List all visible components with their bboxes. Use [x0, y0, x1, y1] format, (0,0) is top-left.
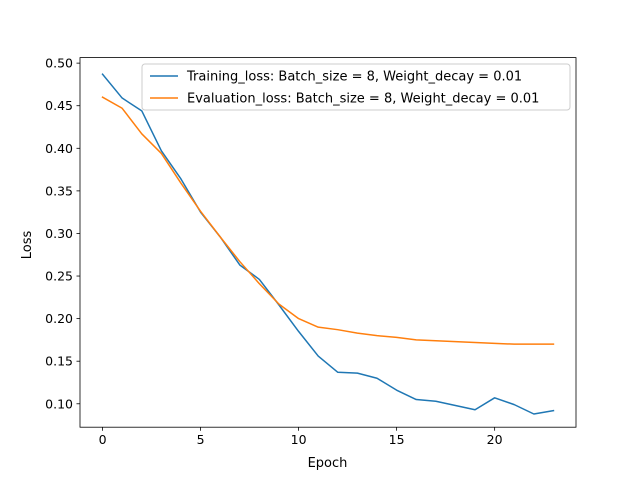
legend-label-1: Training_loss: Batch_size = 8, Weight_de… — [186, 70, 522, 85]
axes: 0 5 10 15 20 0.10 0.15 0.20 0.25 0.30 0.35 0.40 0.45… — [45, 56, 577, 447]
axes-frame — [79, 57, 577, 428]
y-tick-label: 0.45 — [45, 98, 73, 113]
legend-box — [141, 63, 571, 111]
x-axis-label: Epoch — [308, 456, 348, 471]
x-tick-label: 5 — [197, 432, 205, 447]
y-tick-label: 0.30 — [45, 226, 73, 241]
legend: Training_loss: Batch_size = 8, Weight_de… — [141, 63, 571, 111]
y-tick-label: 0.10 — [45, 396, 73, 411]
y-axis-label: Loss — [20, 231, 35, 260]
x-tick-label: 20 — [487, 432, 503, 447]
x-tick-label: 10 — [291, 432, 307, 447]
x-tick-label: 15 — [389, 432, 405, 447]
series-line-2 — [101, 96, 555, 345]
x-tick-label: 0 — [99, 432, 107, 447]
y-tick-label: 0.15 — [45, 354, 73, 369]
plot-area — [101, 73, 555, 415]
y-tick-label: 0.50 — [45, 56, 73, 71]
y-tick-label: 0.40 — [45, 141, 73, 156]
y-tick-label: 0.20 — [45, 311, 73, 326]
series-line-1 — [101, 73, 555, 415]
y-tick-label: 0.25 — [45, 269, 73, 284]
legend-label-2: Evaluation_loss: Batch_size = 8, Weight_… — [187, 92, 539, 107]
y-tick-label: 0.35 — [45, 183, 73, 198]
